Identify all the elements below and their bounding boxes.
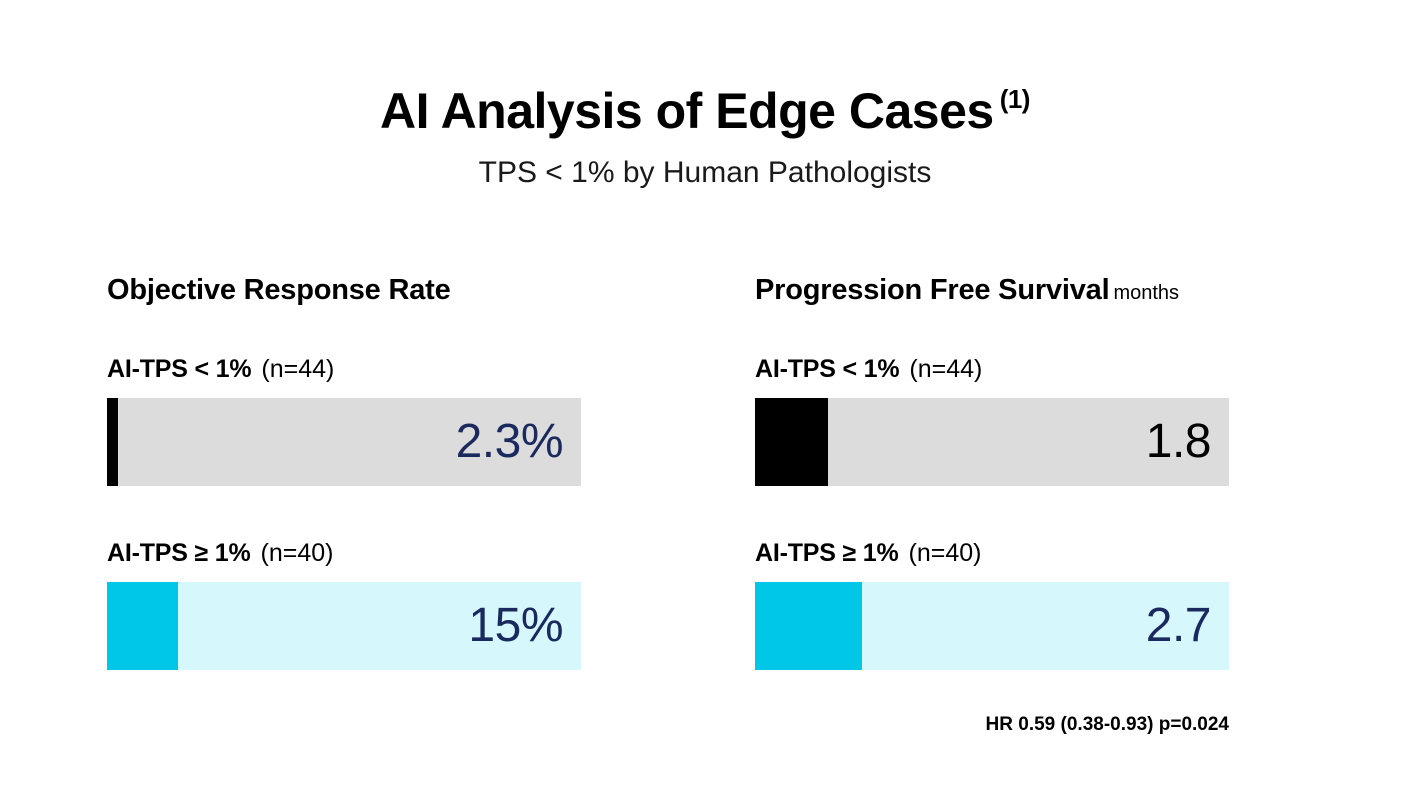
bar-label: AI-TPS < 1% (n=44) [755, 357, 1315, 382]
bar-fill [755, 582, 862, 670]
page-title: AI Analysis of Edge Cases (1) [380, 86, 1030, 136]
bar-group-orr-tps-lt-1: AI-TPS < 1% (n=44) 2.3% [107, 357, 667, 486]
bar-fill [107, 398, 118, 486]
bar-fill [755, 398, 828, 486]
page-subtitle: TPS < 1% by Human Pathologists [478, 156, 932, 189]
bar-value: 1.8 [1145, 415, 1212, 468]
panel-heading: Progression Free Survival months [755, 276, 1315, 305]
bar-fill [107, 582, 178, 670]
bar-group-pfs-tps-ge-1: AI-TPS ≥ 1% (n=40) 2.7 [755, 541, 1315, 670]
bar-value: 2.7 [1145, 599, 1212, 652]
bar-track: 1.8 [755, 398, 1229, 486]
bar-label: AI-TPS ≥ 1% (n=40) [107, 541, 667, 566]
panel-heading-text: Progression Free Survival [755, 274, 1110, 306]
bar-label-count: (n=40) [908, 539, 982, 567]
bar-label-text: AI-TPS < 1% [107, 355, 252, 383]
panel-progression-free-survival: Progression Free Survival months AI-TPS <… [755, 276, 1315, 670]
page-title-text: AI Analysis of Edge Cases [380, 83, 994, 139]
bar-group-pfs-tps-lt-1: AI-TPS < 1% (n=44) 1.8 [755, 357, 1315, 486]
bar-track: 2.7 [755, 582, 1229, 670]
bar-label-count: (n=40) [260, 539, 334, 567]
bar-label-text: AI-TPS ≥ 1% [755, 539, 899, 567]
title-block: AI Analysis of Edge Cases (1) TPS < 1% by… [0, 86, 1410, 188]
bar-label-count: (n=44) [909, 355, 983, 383]
bar-value: 15% [468, 599, 563, 652]
page-title-superscript: (1) [999, 84, 1031, 115]
bar-track: 2.3% [107, 398, 581, 486]
bar-label-text: AI-TPS < 1% [755, 355, 900, 383]
panel-heading-text: Objective Response Rate [107, 274, 451, 306]
bar-value: 2.3% [455, 415, 564, 468]
bar-track: 15% [107, 582, 581, 670]
bar-label-text: AI-TPS ≥ 1% [107, 539, 251, 567]
bar-group-orr-tps-ge-1: AI-TPS ≥ 1% (n=40) 15% [107, 541, 667, 670]
panel-heading: Objective Response Rate [107, 276, 667, 305]
bar-label: AI-TPS < 1% (n=44) [107, 357, 667, 382]
bar-label-count: (n=44) [261, 355, 335, 383]
bar-label: AI-TPS ≥ 1% (n=40) [755, 541, 1315, 566]
panel-objective-response-rate: Objective Response Rate AI-TPS < 1% (n=44… [107, 276, 667, 670]
hazard-ratio-footnote: HR 0.59 (0.38-0.93) p=0.024 [985, 714, 1229, 735]
panel-heading-unit: months [1113, 282, 1180, 304]
